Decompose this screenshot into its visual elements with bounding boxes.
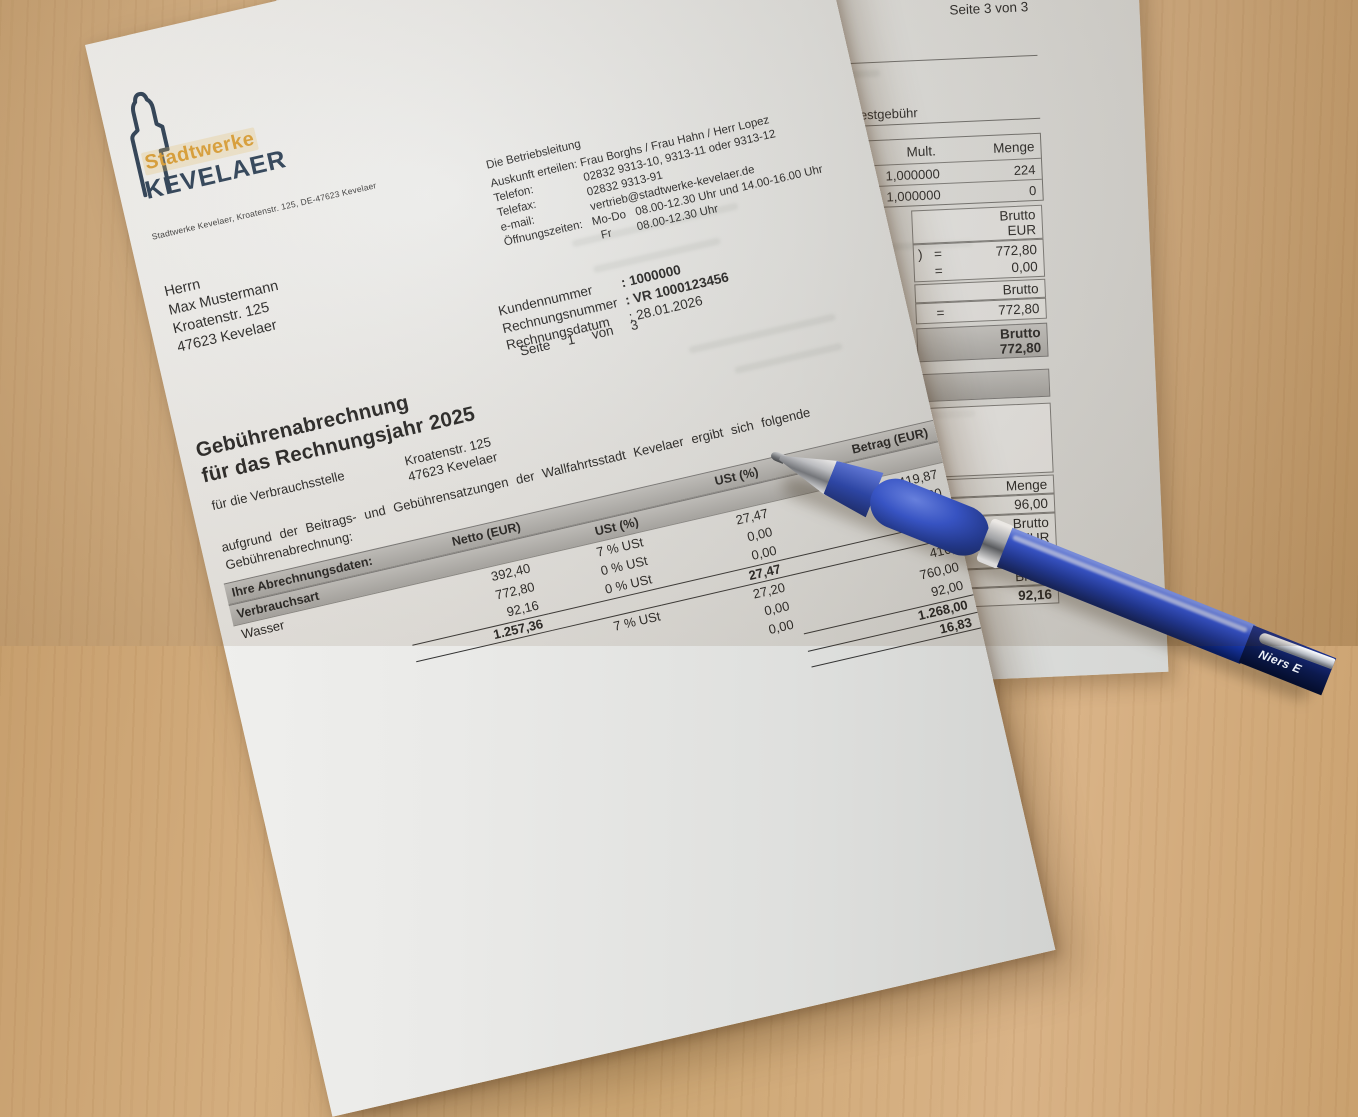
amount: 0,00	[1011, 259, 1038, 276]
recipient-address: Herrn Max Mustermann Kroatenstr. 125 476…	[163, 258, 289, 357]
column-header-menge: Menge	[992, 138, 1035, 156]
page-number: 1	[565, 331, 577, 348]
contact-block: Auskunft erteilen: Frau Borghs / Frau Ha…	[489, 96, 860, 265]
summary-row-box: = 772,80	[915, 297, 1047, 325]
page-total: 3	[628, 316, 640, 334]
stadtwerke-logo-tower-icon	[130, 91, 172, 198]
page3-page-indicator: Seite 3 von 3	[949, 0, 1029, 18]
equals-sign: =	[933, 246, 943, 262]
of-word: von	[590, 322, 615, 343]
equals-sign: =	[934, 263, 943, 279]
menge-value: 224	[1013, 161, 1036, 178]
show-through-smudge	[734, 342, 843, 375]
brutto-eur-header: Brutto EUR	[911, 204, 1044, 245]
menge-value: 0	[1028, 182, 1037, 198]
page1-sheet: Stadtwerke KEVELAER Stadtwerke Kevelaer,…	[85, 0, 1056, 1117]
mult-value: 1,000000	[885, 165, 941, 184]
summary-row: = 772,80	[920, 300, 1040, 322]
brutto-total-band: Brutto 772,80	[916, 322, 1049, 363]
gray-band-empty	[910, 368, 1051, 403]
summary-values: ) = 772,80 = 0,00	[912, 238, 1046, 283]
page3-fee-label: estgebühr	[859, 105, 918, 123]
column-header-mult: Mult.	[906, 142, 937, 160]
amount: 772,80	[997, 300, 1040, 318]
mult-value: 1,000000	[886, 186, 941, 205]
equals-sign: =	[936, 305, 945, 321]
paren: )	[917, 247, 923, 263]
